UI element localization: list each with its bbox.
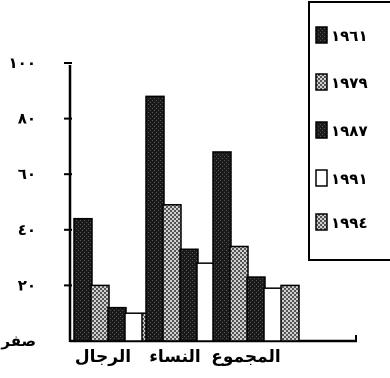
- bar-1-2: [179, 248, 199, 342]
- legend-swatch-2: [315, 121, 328, 139]
- legend-label-0: ١٩٦١: [331, 27, 368, 45]
- category-labels: الرجال النساء المجموع: [75, 347, 281, 367]
- category-label-1: النساء: [149, 347, 201, 367]
- legend-swatch-0: [315, 26, 328, 44]
- bar-0-1: [90, 284, 110, 342]
- bar-2-3: [263, 287, 283, 342]
- bar-0-0: [73, 217, 93, 342]
- bar-2-4: [280, 284, 300, 342]
- y-tick-label-1: ٢٠: [18, 276, 36, 294]
- y-tick-label-0: صفر: [0, 332, 36, 350]
- y-axis-ticks: صفر ٢٠ ٤٠ ٦٠ ٨٠ ١٠٠: [0, 54, 72, 350]
- bar-2-1: [229, 245, 249, 342]
- bar-0-2: [107, 306, 127, 342]
- legend-swatch-3: [315, 169, 328, 187]
- legend-label-3: ١٩٩١: [331, 170, 368, 188]
- legend-swatch-4: [315, 213, 328, 231]
- y-tick-label-3: ٦٠: [18, 165, 36, 183]
- category-label-2: المجموع: [211, 347, 281, 367]
- bar-2-2: [246, 276, 266, 342]
- bar-0-3: [124, 312, 144, 342]
- y-tick-label-5: ١٠٠: [9, 54, 36, 72]
- legend-label-2: ١٩٨٧: [331, 122, 368, 140]
- bars-group: [73, 95, 300, 342]
- category-label-0: الرجال: [75, 347, 131, 367]
- legend: ١٩٦١ ١٩٧٩ ١٩٨٧ ١٩٩١ ١٩٩٤: [308, 1, 390, 261]
- legend-label-4: ١٩٩٤: [331, 214, 368, 232]
- y-tick-label-2: ٤٠: [18, 221, 36, 239]
- legend-swatch-1: [315, 73, 328, 91]
- bar-1-1: [162, 204, 182, 342]
- legend-label-1: ١٩٧٩: [331, 74, 368, 92]
- y-tick-label-4: ٨٠: [18, 110, 36, 128]
- bar-1-0: [145, 95, 165, 342]
- bar-2-0: [212, 151, 232, 342]
